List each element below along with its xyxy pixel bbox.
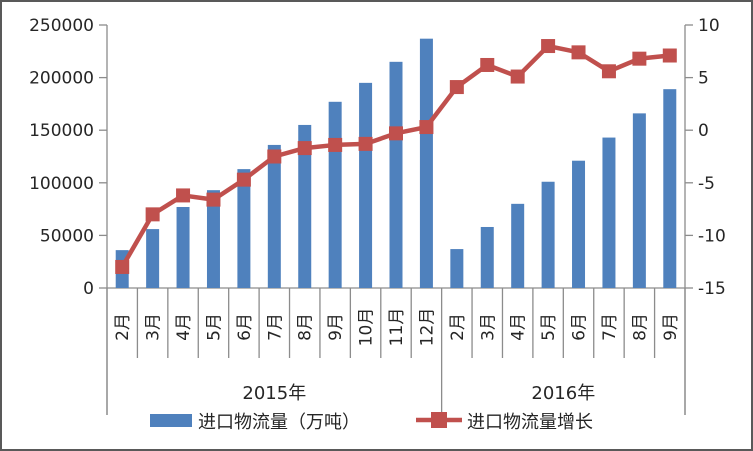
growth-line-marker xyxy=(236,172,251,187)
left-axis-tick-label: 200000 xyxy=(29,69,94,89)
right-axis-tick-label: 5 xyxy=(698,69,709,89)
left-axis-tick-label: 100000 xyxy=(29,174,94,194)
import-volume-bar xyxy=(480,226,494,288)
growth-line-marker xyxy=(480,57,495,72)
import-volume-bar xyxy=(602,137,616,288)
right-axis-tick-label: 0 xyxy=(698,121,709,141)
growth-line-marker xyxy=(419,120,434,135)
growth-line-marker xyxy=(571,45,586,60)
import-volume-bar xyxy=(237,169,251,288)
import-volume-bar xyxy=(176,206,190,288)
import-volume-bar xyxy=(359,82,373,288)
growth-line-marker xyxy=(328,137,343,152)
left-axis-tick-label: 50000 xyxy=(40,226,94,246)
right-axis-tick-label: -10 xyxy=(698,226,726,246)
import-volume-bar xyxy=(298,124,312,288)
import-volume-bar xyxy=(389,61,403,288)
month-label: 7月 xyxy=(265,313,285,341)
month-label: 11月 xyxy=(387,308,407,347)
import-volume-bar xyxy=(419,38,433,289)
month-label: 9月 xyxy=(326,313,346,341)
growth-line-marker xyxy=(267,149,282,164)
legend-bar-swatch xyxy=(150,414,192,427)
month-label: 12月 xyxy=(417,308,437,347)
growth-line-marker xyxy=(297,141,312,156)
month-label: 9月 xyxy=(661,313,681,341)
right-axis-tick-label: 10 xyxy=(698,16,720,36)
growth-line-marker xyxy=(115,259,130,274)
month-label: 8月 xyxy=(630,313,650,341)
import-volume-bar xyxy=(206,190,220,288)
month-label: 6月 xyxy=(570,313,590,341)
month-label: 2月 xyxy=(113,313,133,341)
import-volume-bar xyxy=(328,101,342,289)
growth-line-marker xyxy=(449,80,464,95)
legend-bar-label: 进口物流量（万吨） xyxy=(198,412,360,433)
growth-line-marker xyxy=(145,207,160,222)
growth-line-marker xyxy=(601,64,616,79)
month-label: 3月 xyxy=(144,313,164,341)
month-label: 7月 xyxy=(600,313,620,341)
month-label: 2月 xyxy=(448,313,468,341)
growth-line-marker xyxy=(206,192,221,207)
import-volume-bar xyxy=(146,229,160,288)
month-label: 8月 xyxy=(296,313,316,341)
import-volume-bar xyxy=(572,160,586,288)
month-label: 6月 xyxy=(235,313,255,341)
growth-line-marker xyxy=(389,126,403,141)
import-volume-bar xyxy=(632,113,646,288)
right-axis-tick-label: -15 xyxy=(698,279,726,299)
month-label: 5月 xyxy=(539,313,559,341)
growth-line-marker xyxy=(541,39,556,54)
import-volume-bar xyxy=(663,89,677,288)
month-label: 3月 xyxy=(478,313,498,341)
growth-line-marker xyxy=(510,69,525,84)
legend-line-marker-swatch xyxy=(431,412,447,428)
import-volume-bar xyxy=(541,181,555,288)
left-axis-tick-label: 150000 xyxy=(29,121,94,141)
import-volume-bar xyxy=(450,249,464,288)
growth-line-marker xyxy=(358,136,373,151)
month-label: 10月 xyxy=(357,308,377,347)
import-volume-bar xyxy=(511,203,525,288)
left-axis-tick-label: 250000 xyxy=(29,16,94,36)
left-axis-tick-label: 0 xyxy=(83,279,94,299)
month-label: 5月 xyxy=(204,313,224,341)
growth-line-marker xyxy=(176,188,191,203)
year-group-label: 2015年 xyxy=(242,383,306,404)
year-group-label: 2016年 xyxy=(531,383,595,404)
growth-line-marker xyxy=(662,48,677,63)
growth-line-marker xyxy=(632,51,647,66)
right-axis-tick-label: -5 xyxy=(698,174,715,194)
month-label: 4月 xyxy=(509,313,529,341)
month-label: 4月 xyxy=(174,313,194,341)
legend-line-label: 进口物流量增长 xyxy=(467,412,593,433)
import-volume-bar xyxy=(267,144,281,288)
